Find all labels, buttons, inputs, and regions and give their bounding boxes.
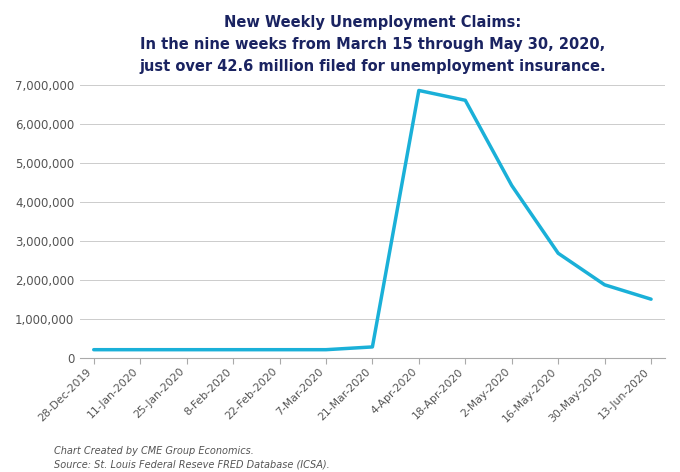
Text: Chart Created by CME Group Economics.
Source: St. Louis Federal Reseve FRED Data: Chart Created by CME Group Economics. So… [54, 446, 330, 470]
Title: New Weekly Unemployment Claims:
In the nine weeks from March 15 through May 30, : New Weekly Unemployment Claims: In the n… [139, 15, 606, 75]
